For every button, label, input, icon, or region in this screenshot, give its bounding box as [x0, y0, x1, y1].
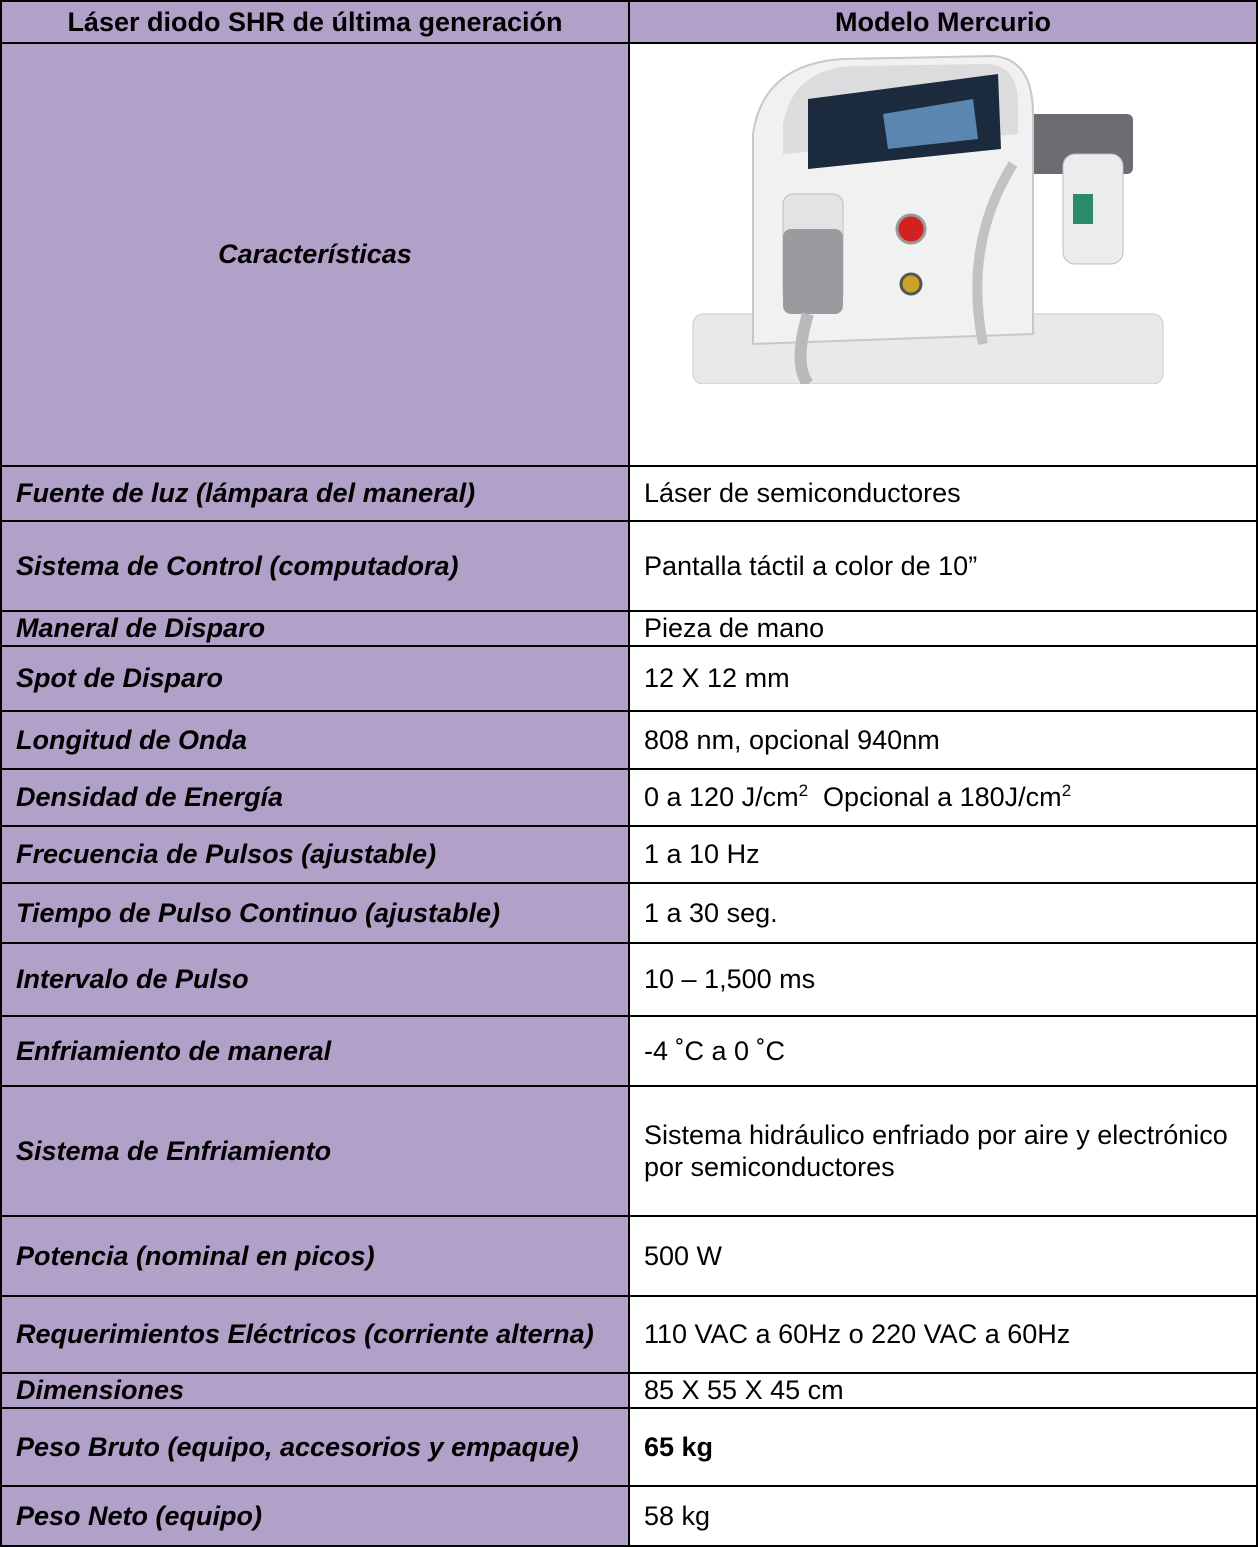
spec-row: Potencia (nominal en picos) 500 W	[0, 1215, 1258, 1297]
spec-row: Intervalo de Pulso 10 – 1,500 ms	[0, 942, 1258, 1017]
spec-label: Dimensiones	[0, 1372, 630, 1409]
spec-value: 1 a 30 seg.	[628, 882, 1258, 944]
spec-label: Peso Neto (equipo)	[0, 1485, 630, 1547]
spec-value: 58 kg	[628, 1485, 1258, 1547]
spec-label: Intervalo de Pulso	[0, 942, 630, 1017]
spec-value: 110 VAC a 60Hz o 220 VAC a 60Hz	[628, 1295, 1258, 1374]
spec-label: Frecuencia de Pulsos (ajustable)	[0, 825, 630, 884]
spec-label: Longitud de Onda	[0, 710, 630, 770]
spec-value: 808 nm, opcional 940nm	[628, 710, 1258, 770]
spec-row: Dimensiones 85 X 55 X 45 cm	[0, 1372, 1258, 1409]
spec-row: Densidad de Energía 0 a 120 J/cm2 Opciona…	[0, 768, 1258, 827]
spec-label: Fuente de luz (lámpara del maneral)	[0, 465, 630, 522]
spec-value: 500 W	[628, 1215, 1258, 1297]
spec-value: 65 kg	[628, 1407, 1258, 1487]
spec-label: Peso Bruto (equipo, accesorios y empaque…	[0, 1407, 630, 1487]
spec-value: Láser de semiconductores	[628, 465, 1258, 522]
spec-row: Longitud de Onda 808 nm, opcional 940nm	[0, 710, 1258, 770]
spec-row: Spot de Disparo 12 X 12 mm	[0, 645, 1258, 712]
spec-row: Peso Bruto (equipo, accesorios y empaque…	[0, 1407, 1258, 1487]
spec-label: Potencia (nominal en picos)	[0, 1215, 630, 1297]
spec-label: Spot de Disparo	[0, 645, 630, 712]
image-row: Características	[0, 42, 1258, 467]
spec-label: Enfriamiento de maneral	[0, 1015, 630, 1087]
spec-label: Tiempo de Pulso Continuo (ajustable)	[0, 882, 630, 944]
spec-value: 1 a 10 Hz	[628, 825, 1258, 884]
spec-value: Pieza de mano	[628, 610, 1258, 647]
spec-value: Sistema hidráulico enfriado por aire y e…	[628, 1085, 1258, 1217]
spec-row: Requerimientos Eléctricos (corriente alt…	[0, 1295, 1258, 1374]
spec-label: Requerimientos Eléctricos (corriente alt…	[0, 1295, 630, 1374]
spec-row: Peso Neto (equipo) 58 kg	[0, 1485, 1258, 1547]
value-part: 0 a 120 J/cm	[644, 782, 799, 813]
spec-row: Frecuencia de Pulsos (ajustable) 1 a 10 H…	[0, 825, 1258, 884]
spec-value: 85 X 55 X 45 cm	[628, 1372, 1258, 1409]
spec-row: Sistema de Control (computadora) Pantalla…	[0, 520, 1258, 612]
spec-row: Tiempo de Pulso Continuo (ajustable) 1 a …	[0, 882, 1258, 944]
value-part: 2	[1061, 781, 1072, 801]
spec-row: Maneral de Disparo Pieza de mano	[0, 610, 1258, 647]
spec-label: Sistema de Control (computadora)	[0, 520, 630, 612]
spec-value: 10 – 1,500 ms	[628, 942, 1258, 1017]
spec-label: Maneral de Disparo	[0, 610, 630, 647]
spec-row: Enfriamiento de maneral -4 ˚C a 0 ˚C	[0, 1015, 1258, 1087]
spec-row: Fuente de luz (lámpara del maneral) Láser…	[0, 465, 1258, 522]
spec-label: Sistema de Enfriamiento	[0, 1085, 630, 1217]
value-part: Opcional a 180J/cm	[808, 782, 1062, 813]
spec-row: Sistema de Enfriamiento Sistema hidráulic…	[0, 1085, 1258, 1217]
device-image	[692, 54, 1164, 388]
feature-label: Características	[0, 42, 630, 467]
value-part: 2	[798, 781, 809, 801]
header-cell: Láser diodo SHR de última generación	[0, 0, 630, 44]
spec-value: 12 X 12 mm	[628, 645, 1258, 712]
header-cell: Modelo Mercurio	[628, 0, 1258, 44]
spec-value: Pantalla táctil a color de 10”	[628, 520, 1258, 612]
spec-value: -4 ˚C a 0 ˚C	[628, 1015, 1258, 1087]
image-cell	[628, 42, 1258, 467]
spec-value: 0 a 120 J/cm2 Opcional a 180J/cm2	[628, 768, 1258, 827]
header-row: Láser diodo SHR de última generación Mod…	[0, 0, 1258, 44]
spec-label: Densidad de Energía	[0, 768, 630, 827]
